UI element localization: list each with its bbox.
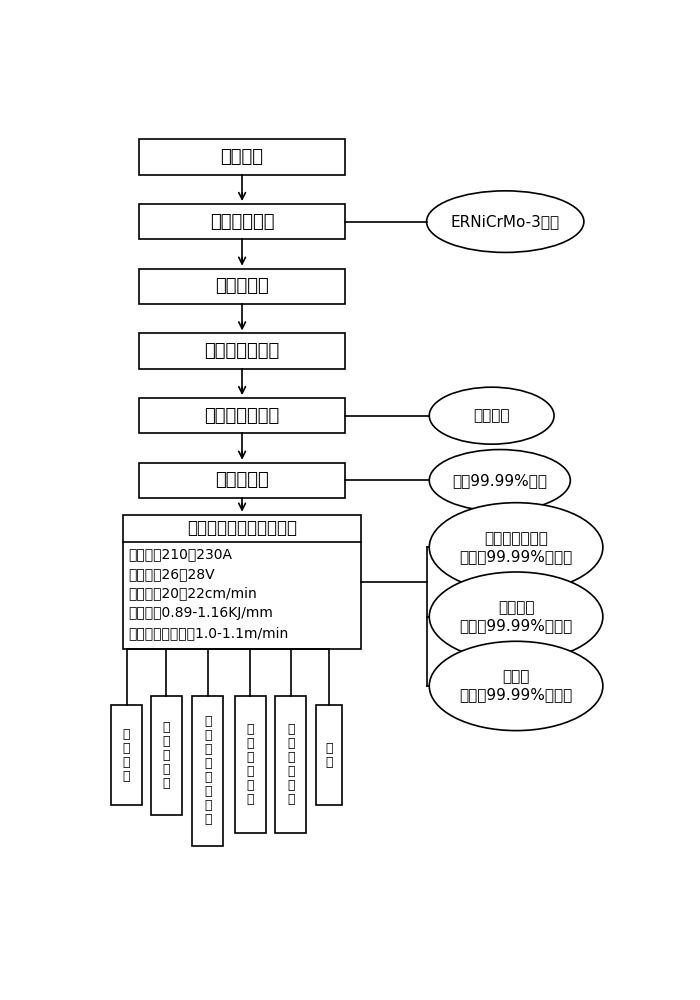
Ellipse shape [429, 387, 554, 444]
Text: 钢板拼接与定位: 钢板拼接与定位 [204, 342, 280, 360]
Text: 背保护盒: 背保护盒 [473, 408, 510, 423]
Text: 焊接电流210～230A: 焊接电流210～230A [128, 547, 232, 561]
Text: 焊
接
机
械
手: 焊 接 机 械 手 [162, 721, 170, 790]
Text: 焊接电压26～28V: 焊接电压26～28V [128, 567, 215, 581]
Text: 拖
罩: 拖 罩 [326, 742, 332, 769]
FancyBboxPatch shape [139, 139, 345, 175]
Ellipse shape [426, 191, 584, 252]
Text: 等离子气
（纯度99.99%氩气）: 等离子气 （纯度99.99%氩气） [459, 600, 573, 633]
Ellipse shape [429, 572, 603, 661]
FancyBboxPatch shape [234, 696, 266, 833]
Text: 钢板切割: 钢板切割 [220, 148, 264, 166]
Text: 旁
路
送
丝
装
置: 旁 路 送 丝 装 置 [246, 723, 254, 806]
Text: 安装背保护工装: 安装背保护工装 [204, 407, 280, 425]
Text: 焊接（等离子弧焊设备）: 焊接（等离子弧焊设备） [187, 519, 297, 537]
FancyBboxPatch shape [139, 398, 345, 433]
FancyBboxPatch shape [193, 696, 223, 846]
Text: 控
制
系
统: 控 制 系 统 [122, 728, 130, 783]
FancyBboxPatch shape [276, 696, 307, 833]
FancyBboxPatch shape [111, 705, 142, 805]
FancyBboxPatch shape [139, 463, 345, 498]
Ellipse shape [429, 641, 603, 731]
FancyBboxPatch shape [139, 204, 345, 239]
Text: 等
离
子
弧
焊
枪: 等 离 子 弧 焊 枪 [287, 723, 295, 806]
Text: 拖罩气
（纯度99.99%氩气）: 拖罩气 （纯度99.99%氩气） [459, 669, 573, 702]
FancyBboxPatch shape [139, 269, 345, 304]
Ellipse shape [429, 450, 570, 511]
FancyBboxPatch shape [122, 515, 361, 649]
Text: 旁通焊丝选择: 旁通焊丝选择 [210, 213, 274, 231]
Text: ERNiCrMo-3焊丝: ERNiCrMo-3焊丝 [451, 214, 560, 229]
Text: 热输入量0.89-1.16KJ/mm: 热输入量0.89-1.16KJ/mm [128, 606, 273, 620]
Text: 钢板预处理: 钢板预处理 [215, 277, 269, 295]
FancyBboxPatch shape [150, 696, 181, 815]
Ellipse shape [429, 503, 603, 592]
Text: 焊接正面保护气
（纯度99.99%氩气）: 焊接正面保护气 （纯度99.99%氩气） [459, 531, 573, 564]
Text: 旁通焊丝送丝速度1.0-1.1m/min: 旁通焊丝送丝速度1.0-1.1m/min [128, 626, 288, 640]
Text: 焊接速度20～22cm/min: 焊接速度20～22cm/min [128, 587, 257, 601]
Text: 充背保护气: 充背保护气 [215, 471, 269, 489]
FancyBboxPatch shape [316, 705, 342, 805]
Text: 纯度99.99%氩气: 纯度99.99%氩气 [452, 473, 547, 488]
FancyBboxPatch shape [139, 333, 345, 369]
Text: 接
缝
间
隙
检
测
装
置: 接 缝 间 隙 检 测 装 置 [204, 715, 211, 826]
